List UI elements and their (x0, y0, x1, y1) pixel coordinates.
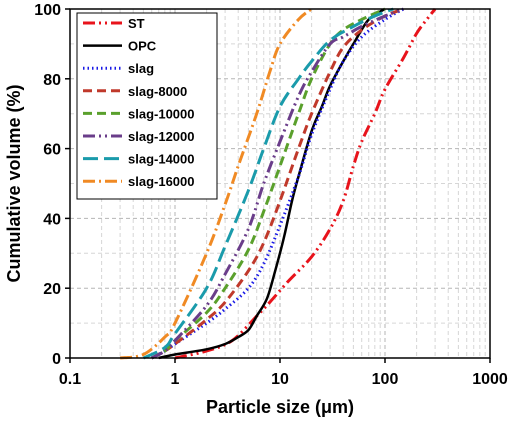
series-line-slag-16000 (119, 7, 313, 360)
legend-label-slag-10000: slag-10000 (128, 106, 195, 121)
legend-label-slag-14000: slag-14000 (128, 152, 195, 167)
series-line-ST (174, 8, 437, 360)
y-tick-label: 20 (43, 281, 61, 298)
legend-label-slag-16000: slag-16000 (128, 174, 195, 189)
y-tick-label: 40 (43, 211, 61, 228)
grid (70, 9, 490, 358)
series-line-OPC (158, 7, 386, 360)
y-axis-title: Cumulative volume (%) (4, 84, 24, 282)
legend-label-ST: ST (128, 16, 145, 31)
y-tick-label: 80 (43, 72, 61, 89)
ticks: 0.1 1 10 100 1000 0 20 40 60 80 100 (34, 2, 508, 388)
legend-label-slag-12000: slag-12000 (128, 129, 195, 144)
series-line-slag-8000 (150, 7, 405, 360)
series-layer (119, 7, 437, 360)
legend-label-OPC: OPC (128, 39, 157, 54)
legend: ST OPC slag slag-8000 slag-10000 slag-12000 sl… (76, 12, 218, 200)
x-axis-title: Particle size (μm) (206, 397, 354, 417)
series-line-slag-12000 (150, 7, 405, 360)
legend-box (76, 12, 218, 200)
y-tick-label: 60 (43, 142, 61, 159)
y-tick-label: 0 (52, 351, 61, 368)
x-tick-label: 1 (171, 371, 180, 388)
x-tick-label: 1000 (472, 371, 508, 388)
x-tick-label: 0.1 (59, 371, 81, 388)
legend-label-slag-8000: slag-8000 (128, 84, 187, 99)
x-tick-label: 100 (372, 371, 399, 388)
x-tick-label: 10 (271, 371, 289, 388)
series-line-slag-14000 (142, 7, 394, 360)
y-tick-label: 100 (34, 2, 61, 19)
legend-label-slag: slag (128, 61, 154, 76)
